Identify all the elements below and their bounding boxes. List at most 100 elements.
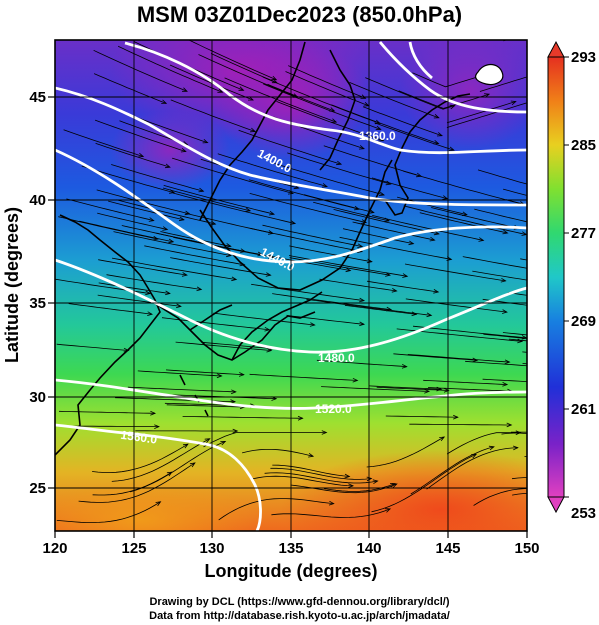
streamline-arrowhead [596,367,599,371]
y-tick-label: 30 [29,389,46,406]
colorbar-label: 293 [571,49,596,66]
streamline [371,453,477,513]
streamline [203,432,327,448]
streamline-arrowhead [500,277,507,283]
streamline-arrowhead [436,132,443,137]
streamline [286,314,365,325]
streamline-arrowhead [231,276,238,282]
streamline-arrowhead [442,195,449,200]
streamline [251,283,365,301]
streamline [68,303,153,315]
x-tick-label: 135 [278,540,303,557]
streamline-arrowhead [155,501,162,507]
streamline-arrowhead [488,445,495,451]
streamline-arrowhead [510,100,517,106]
streamline [344,304,417,315]
streamline-arrowhead [359,297,366,303]
streamline [274,163,385,196]
streamline [339,236,452,260]
streamline-arrowhead [202,139,209,144]
streamline [238,129,342,165]
streamline [287,152,391,185]
streamline [349,82,439,119]
streamline-arrowhead [178,216,185,222]
streamline-arrowhead [331,118,338,123]
streamline-arrowhead [424,388,431,394]
streamline-arrowhead [506,422,513,428]
streamline-arrowhead [336,160,343,166]
streamline-arrowhead [268,254,275,259]
streamline-arrowhead [391,288,398,293]
streamline [113,231,232,256]
streamline-arrowhead [257,251,264,257]
streamline-arrowhead [168,238,175,244]
streamline-arrowhead [401,364,408,369]
streamline-arrowhead [266,347,273,353]
streamline [331,104,439,144]
contour-label: 1520.0 [315,402,352,416]
streamline [173,237,274,258]
x-tick-label: 150 [514,540,539,557]
streamline-arrowhead [180,147,187,153]
streamline [319,278,397,292]
streamline-arrowhead [225,243,232,248]
streamline [507,292,527,296]
streamline-arrowhead [366,476,373,482]
streamline [172,192,296,224]
streamline [267,255,351,271]
streamline [402,170,525,205]
map-title: MSM 03Z01Dec2023 (850.0hPa) [136,2,463,27]
streamline [482,378,527,383]
colorbar-label: 261 [571,401,596,418]
streamline [250,227,363,252]
streamline [366,436,445,468]
streamline [267,83,335,112]
streamline-arrowhead [198,187,205,193]
streamline [188,40,277,81]
streamline-arrowhead [265,272,272,277]
streamline [201,341,273,349]
streamline [376,386,449,391]
streamline-arrowhead [360,94,367,99]
streamline [393,353,478,361]
streamline [264,472,378,484]
streamline [242,449,314,457]
streamline [365,77,455,110]
streamline [369,385,442,390]
x-tick-label: 130 [199,540,224,557]
streamline-arrowhead [584,14,589,18]
streamline-arrowhead [147,311,154,316]
streamline [526,46,527,48]
credit-data: Data from http://database.rish.kyoto-u.a… [149,610,450,622]
streamline-arrowhead [532,364,537,368]
streamline [249,373,358,381]
streamline-arrowhead [402,273,409,278]
streamline [121,225,246,252]
streamline-arrowhead [271,75,278,81]
streamline [97,212,168,230]
streamline [385,415,458,418]
streamline [477,169,527,185]
x-tick-label: 140 [356,540,381,557]
streamline [56,501,161,524]
streamline-arrowhead [439,436,446,442]
x-axis-label: Longitude (degrees) [204,561,377,581]
y-tick-label: 25 [29,480,46,497]
streamline [502,188,527,196]
streamline-arrowhead [368,209,375,214]
streamline-arrowhead [411,311,418,317]
x-tick-label: 120 [42,540,67,557]
streamline-arrowhead [591,484,596,488]
streamline [409,423,512,426]
streamline [116,199,216,225]
streamline-arrowhead [528,101,533,105]
streamline [482,298,527,306]
streamline-arrowhead [542,187,547,191]
streamline [170,99,256,132]
streamline-arrowhead [348,483,355,488]
streamline-arrowhead [433,139,440,145]
streamline [316,359,407,368]
streamline-arrowhead [378,137,385,142]
streamline [170,257,271,276]
streamline [423,379,508,385]
